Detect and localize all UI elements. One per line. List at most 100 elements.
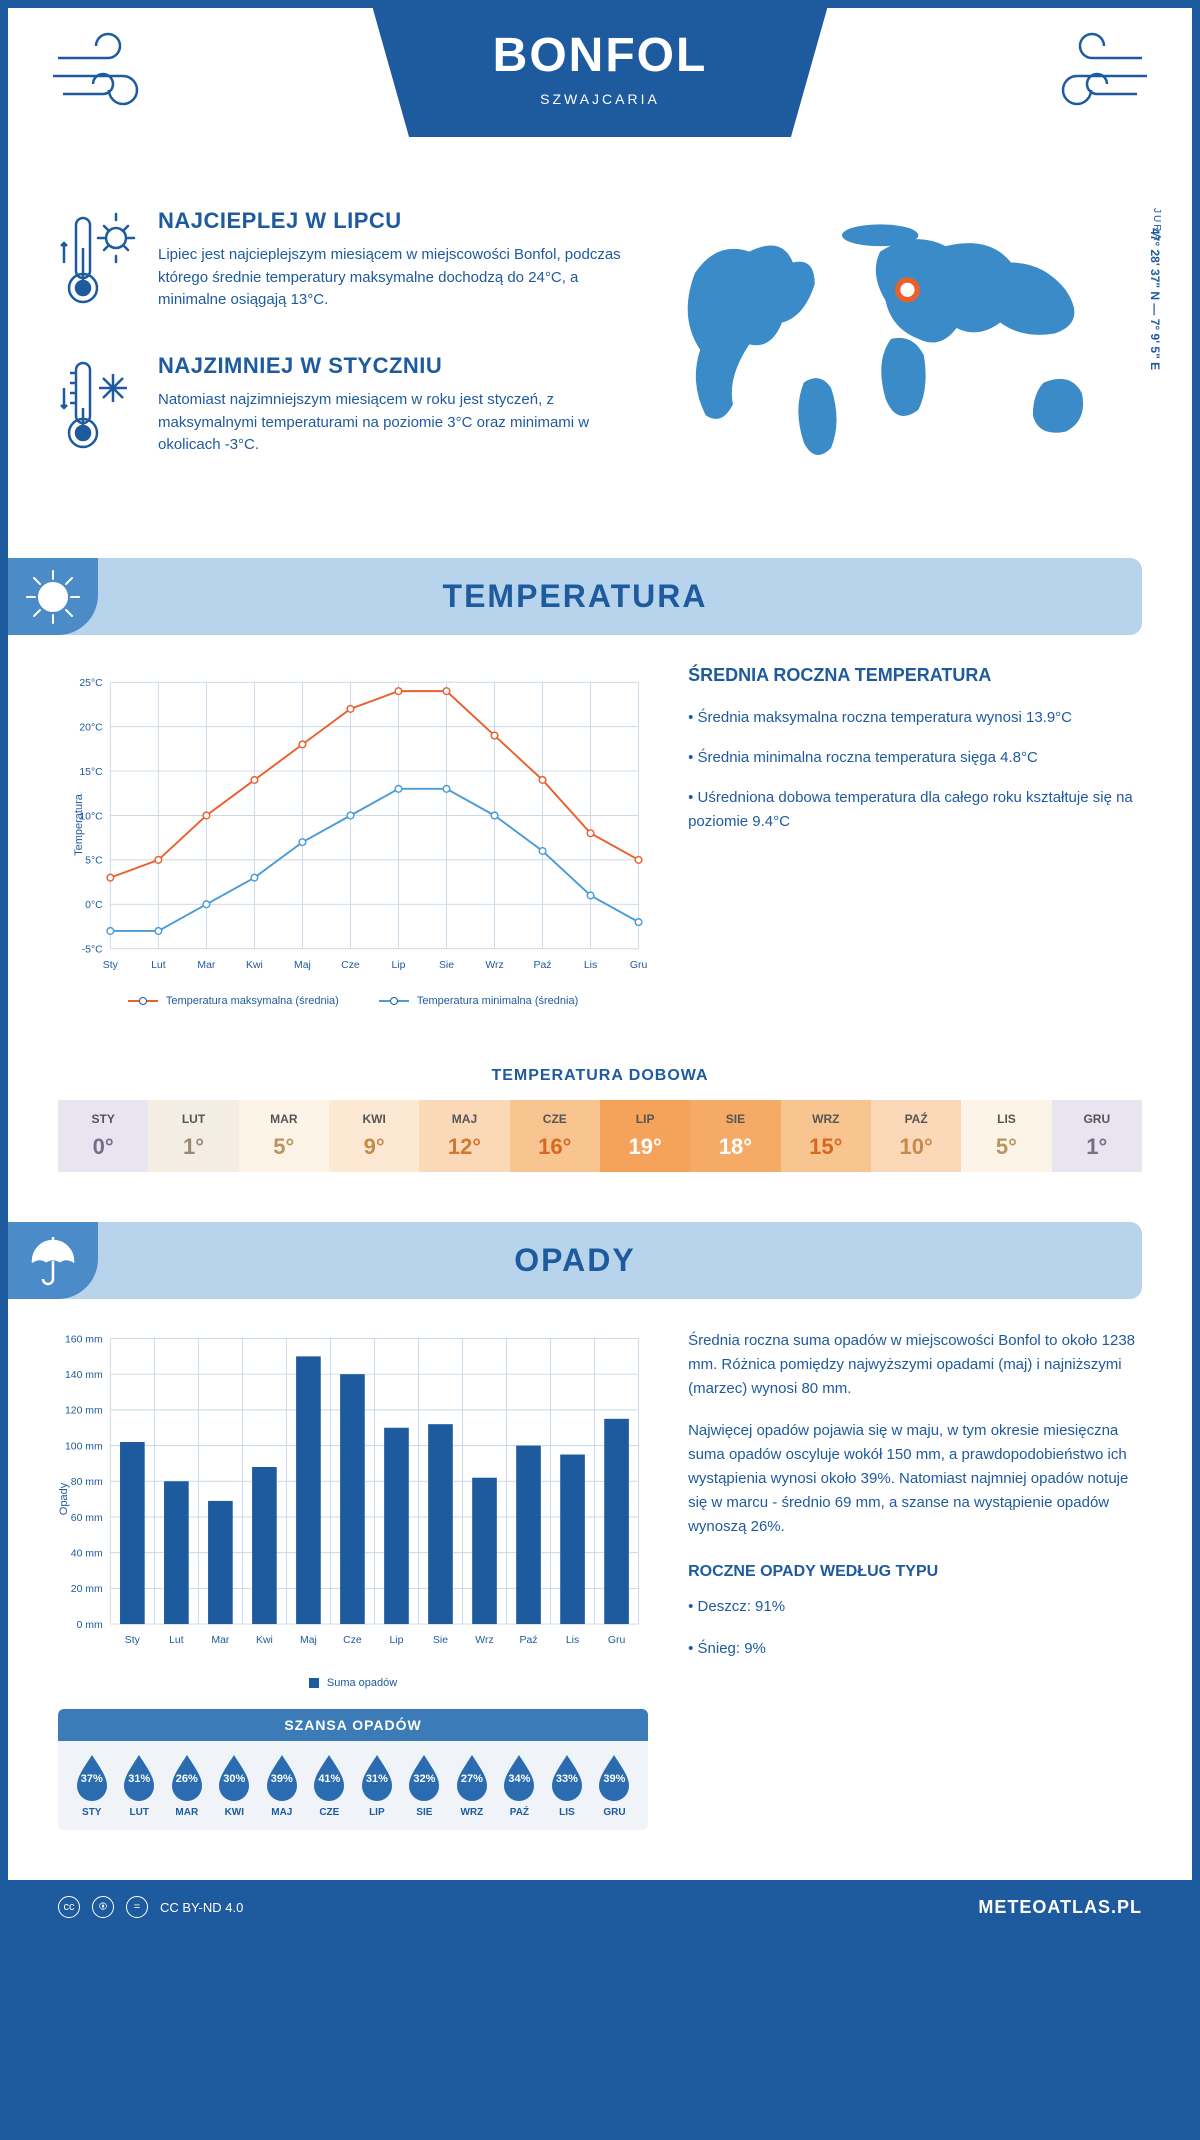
chance-cell: 33% LIS [543,1753,591,1818]
daily-cell: MAR5° [239,1100,329,1172]
svg-text:Cze: Cze [341,960,360,971]
svg-text:25°C: 25°C [79,678,103,689]
nd-icon: = [126,1896,148,1918]
footer-license: cc 🅯 = CC BY-ND 4.0 [58,1896,243,1918]
header-banner: BONFOL SZWAJCARIA [373,8,828,137]
svg-text:Sie: Sie [433,1635,448,1646]
section-header-precipitation: OPADY [8,1222,1142,1299]
precip-type: • Deszcz: 91% [688,1595,1142,1619]
daily-cell: LIS5° [961,1100,1051,1172]
drop-icon: 31% [120,1753,158,1801]
drop-icon: 27% [453,1753,491,1801]
svg-text:160 mm: 160 mm [65,1334,103,1345]
daily-cell: STY0° [58,1100,148,1172]
world-map-icon [662,208,1142,470]
chance-cell: 37% STY [68,1753,116,1818]
drop-icon: 34% [500,1753,538,1801]
daily-cell: CZE16° [510,1100,600,1172]
license-text: CC BY-ND 4.0 [160,1900,243,1915]
svg-text:Lip: Lip [389,1635,403,1646]
svg-text:Wrz: Wrz [485,960,503,971]
drop-icon: 39% [263,1753,301,1801]
svg-text:-5°C: -5°C [82,945,103,956]
chance-cell: 39% MAJ [258,1753,306,1818]
svg-text:Lis: Lis [566,1635,579,1646]
facts-column: NAJCIEPLEJ W LIPCU Lipiec jest najcieple… [58,208,622,498]
wind-icon-right [1032,28,1152,123]
daily-cell: SIE18° [690,1100,780,1172]
daily-cell: PAŹ10° [871,1100,961,1172]
precip-p2: Najwięcej opadów pojawia się w maju, w t… [688,1419,1142,1539]
fact-cold-text: Natomiast najzimniejszym miesiącem w rok… [158,389,622,457]
drop-icon: 31% [358,1753,396,1801]
svg-text:40 mm: 40 mm [71,1548,103,1559]
daily-cell: LUT1° [148,1100,238,1172]
drop-icon: 32% [405,1753,443,1801]
svg-text:Paź: Paź [534,960,552,971]
precip-legend: Suma opadów [58,1677,648,1689]
chance-title: SZANSA OPADÓW [58,1709,648,1741]
svg-text:Kwi: Kwi [256,1635,273,1646]
svg-text:Paź: Paź [520,1635,538,1646]
daily-temp-row: STY0° LUT1° MAR5° KWI9° MAJ12° CZE16° LI… [58,1100,1142,1172]
precip-type: • Śnieg: 9% [688,1637,1142,1661]
fact-warm-title: NAJCIEPLEJ W LIPCU [158,208,622,234]
intro-section: NAJCIEPLEJ W LIPCU Lipiec jest najcieple… [8,188,1192,538]
temp-y-label: Temperatura [73,794,85,856]
svg-text:15°C: 15°C [79,767,103,778]
daily-cell: GRU1° [1052,1100,1142,1172]
chance-cell: 30% KWI [211,1753,259,1818]
svg-text:Wrz: Wrz [475,1635,493,1646]
chance-cell: 27% WRZ [448,1753,496,1818]
cc-icon: cc [58,1896,80,1918]
temp-legend: Temperatura maksymalna (średnia) Tempera… [58,995,648,1007]
svg-text:140 mm: 140 mm [65,1370,103,1381]
svg-text:100 mm: 100 mm [65,1441,103,1452]
header: BONFOL SZWAJCARIA [8,8,1192,188]
svg-text:20 mm: 20 mm [71,1584,103,1595]
fact-cold-title: NAJZIMNIEJ W STYCZNIU [158,353,622,379]
svg-text:80 mm: 80 mm [71,1477,103,1488]
svg-text:Maj: Maj [300,1635,317,1646]
infographic-page: BONFOL SZWAJCARIA [0,0,1200,1942]
temperature-content: Temperatura -5°C0°C5°C10°C15°C20°C25°CSt… [8,665,1192,1037]
precipitation-info: Średnia roczna suma opadów w miejscowośc… [688,1329,1142,1830]
temp-bullet: • Uśredniona dobowa temperatura dla całe… [688,786,1142,834]
sun-icon [8,558,98,635]
chance-cell: 26% MAR [163,1753,211,1818]
thermometer-sun-icon [58,208,138,323]
umbrella-icon [8,1222,98,1299]
svg-text:0°C: 0°C [85,900,103,911]
world-map-box: JURA 47° 28' 37" N — 7° 9' 5" E [662,208,1142,498]
section-header-temperature: TEMPERATURA [8,558,1142,635]
chance-cell: 31% LUT [116,1753,164,1818]
svg-text:Lut: Lut [169,1635,184,1646]
chance-cell: 39% GRU [591,1753,639,1818]
drop-icon: 41% [310,1753,348,1801]
temp-info-title: ŚREDNIA ROCZNA TEMPERATURA [688,665,1142,686]
svg-text:Mar: Mar [197,960,216,971]
chance-cell: 41% CZE [306,1753,354,1818]
svg-text:120 mm: 120 mm [65,1406,103,1417]
chance-box: SZANSA OPADÓW 37% STY 31% LUT 26% MAR 30… [58,1709,648,1830]
temp-bullet: • Średnia minimalna roczna temperatura s… [688,746,1142,770]
by-icon: 🅯 [92,1896,114,1918]
drop-icon: 26% [168,1753,206,1801]
temperature-line-chart: Temperatura -5°C0°C5°C10°C15°C20°C25°CSt… [58,665,648,1007]
drop-icon: 39% [595,1753,633,1801]
svg-text:Sty: Sty [103,960,119,971]
svg-text:Sie: Sie [439,960,454,971]
footer-site: METEOATLAS.PL [978,1897,1142,1918]
temperature-title: TEMPERATURA [443,578,708,614]
chance-cell: 34% PAŹ [496,1753,544,1818]
svg-text:20°C: 20°C [79,722,103,733]
coordinates: 47° 28' 37" N — 7° 9' 5" E [1148,228,1162,370]
daily-temp-title: TEMPERATURA DOBOWA [8,1067,1192,1085]
legend-max: Temperatura maksymalna (średnia) [166,995,339,1007]
drop-icon: 37% [73,1753,111,1801]
fact-coldest: NAJZIMNIEJ W STYCZNIU Natomiast najzimni… [58,353,622,468]
fact-warm-text: Lipiec jest najcieplejszym miesiącem w m… [158,244,622,312]
city-title: BONFOL [493,28,708,83]
svg-text:Gru: Gru [630,960,648,971]
precip-type-title: ROCZNE OPADY WEDŁUG TYPU [688,1559,1142,1585]
